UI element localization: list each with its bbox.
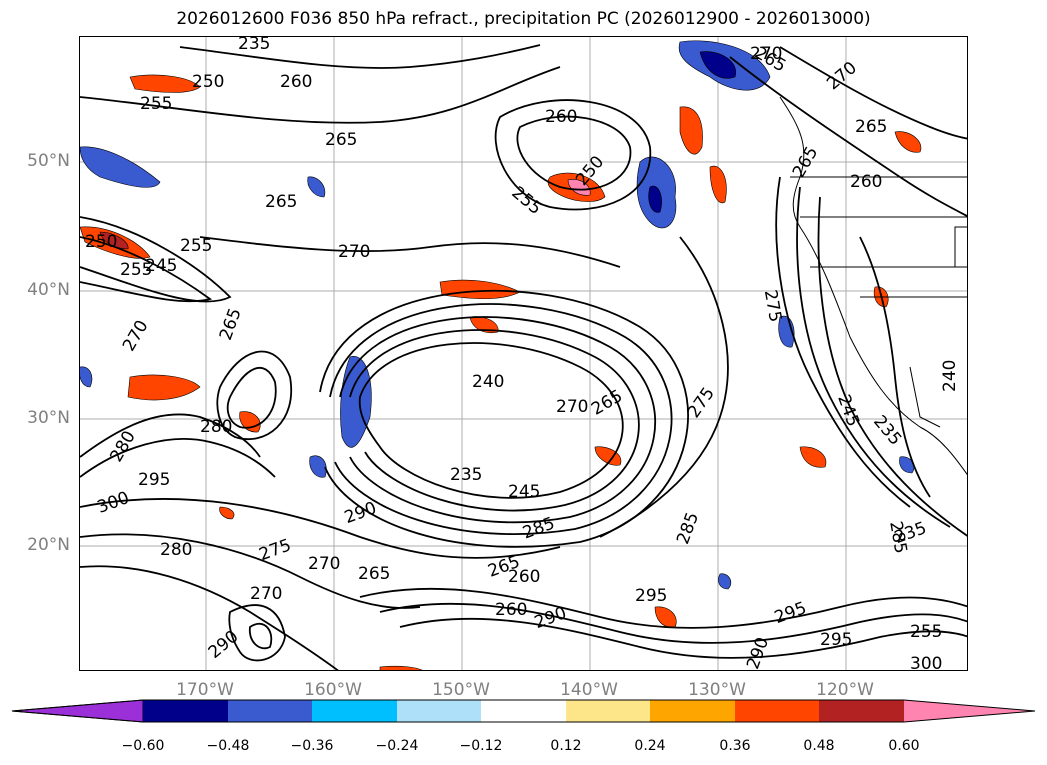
colorbar-segment	[481, 700, 566, 722]
contour-label: 265	[216, 306, 246, 343]
colorbar-extend-low	[11, 699, 144, 723]
refractivity-contours	[80, 44, 967, 670]
colorbar-segment	[143, 700, 228, 722]
contour-label: 290	[205, 627, 243, 663]
lon-label: 130°W	[688, 680, 746, 700]
contour-label: 240	[472, 372, 504, 392]
contour-label: 255	[910, 622, 942, 642]
colorbar-outline	[11, 699, 1036, 723]
colorbar-tick: −0.24	[375, 738, 419, 754]
contour-label: 255	[180, 236, 212, 256]
contour-label: 295	[772, 598, 809, 628]
map-title: 2026012600 F036 850 hPa refract., precip…	[176, 9, 871, 29]
colorbar-tick: −0.12	[459, 738, 503, 754]
contour-label: 295	[635, 586, 667, 606]
precip-positive-areas	[80, 74, 922, 670]
contour-label: 235	[238, 37, 270, 54]
contour-label: 250	[85, 232, 117, 252]
contour-label: 285	[885, 520, 910, 555]
contour-label: 270	[750, 44, 782, 64]
lat-label: 40°N	[27, 280, 70, 300]
contour-label: 300	[910, 654, 942, 671]
contour-label: 245	[508, 482, 540, 502]
contour-label: 270	[119, 317, 153, 355]
colorbar-tick: 0.12	[550, 738, 582, 754]
contour-label: 245	[145, 256, 177, 276]
colorbar-segment	[735, 700, 819, 722]
contour-label: 300	[95, 488, 132, 518]
lat-label: 50°N	[27, 151, 70, 171]
contour-label: 295	[138, 470, 170, 490]
contour-label: 280	[160, 540, 192, 560]
contour-label: 235	[450, 465, 482, 485]
contour-label: 265	[358, 564, 390, 584]
lon-label: 150°W	[432, 680, 490, 700]
contour-label: 240	[940, 360, 960, 392]
colorbar-segment	[397, 700, 481, 722]
contour-label-group: 235 255 250 260 255 265 260 255 250 265 …	[85, 37, 960, 671]
contour-label: 285	[520, 514, 557, 544]
contour-label: 285	[673, 510, 703, 547]
colorbar-tick: 0.48	[803, 738, 835, 754]
colorbar-tick: −0.60	[121, 738, 165, 754]
contour-label: 265	[855, 117, 887, 137]
colorbar-segment	[228, 700, 312, 722]
lon-label: 160°W	[304, 680, 362, 700]
contour-label: 270	[556, 397, 588, 417]
map-panel: 235 255 250 260 255 265 260 255 250 265 …	[79, 36, 968, 671]
colorbar-segment	[312, 700, 397, 722]
contour-label: 265	[325, 130, 357, 150]
lon-label: 140°W	[560, 680, 618, 700]
colorbar-tick: 0.60	[888, 738, 920, 754]
contour-label: 295	[820, 630, 852, 650]
contour-label: 275	[684, 384, 719, 422]
contour-label: 280	[106, 428, 140, 466]
contour-label: 290	[743, 635, 773, 671]
graticule	[80, 37, 967, 670]
contour-label: 265	[588, 386, 626, 420]
map-canvas: 235 255 250 260 255 265 260 255 250 265 …	[80, 37, 967, 671]
colorbar-tick: 0.24	[634, 738, 666, 754]
lat-label: 20°N	[27, 535, 70, 555]
colorbar-segment	[566, 700, 650, 722]
lon-label: 120°W	[816, 680, 874, 700]
colorbar-extend-high	[904, 700, 1035, 722]
contour-label: 280	[200, 417, 232, 437]
contour-label: 260	[280, 72, 312, 92]
lat-label: 30°N	[27, 408, 70, 428]
colorbar-segment	[819, 700, 904, 722]
contour-label: 290	[342, 498, 379, 528]
contour-label: 270	[308, 554, 340, 574]
coastlines	[779, 96, 967, 476]
contour-label: 275	[760, 288, 785, 323]
contour-label: 255	[140, 94, 172, 114]
contour-label: 245	[833, 392, 863, 429]
contour-label: 250	[192, 72, 224, 92]
contour-label: 275	[257, 535, 294, 565]
colorbar-tick: −0.48	[206, 738, 250, 754]
precip-negative-areas	[80, 40, 915, 590]
colorbar	[11, 699, 1036, 723]
contour-label: 270	[823, 58, 861, 94]
colorbar-segment	[650, 700, 735, 722]
contour-label: 260	[545, 107, 577, 127]
contour-label: 260	[850, 172, 882, 192]
contour-label: 270	[338, 242, 370, 262]
contour-label: 265	[265, 192, 297, 212]
colorbar-tick: 0.36	[719, 738, 751, 754]
lon-label: 170°W	[176, 680, 234, 700]
contour-label: 260	[495, 600, 527, 620]
contour-label: 255	[508, 183, 546, 219]
colorbar-tick: −0.36	[290, 738, 334, 754]
contour-label: 270	[250, 584, 282, 604]
contour-label: 260	[508, 567, 540, 587]
contour-label: 255	[120, 260, 152, 280]
